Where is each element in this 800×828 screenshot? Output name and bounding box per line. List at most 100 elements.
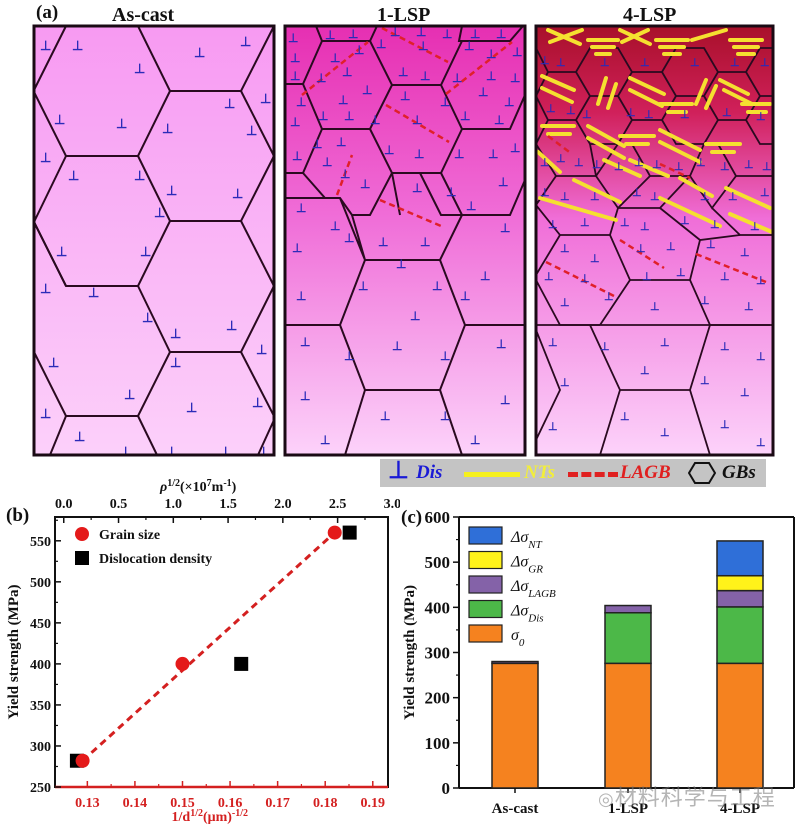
svg-text:⊥: ⊥ — [696, 157, 706, 169]
one-lsp-panel: ⊥ ⊥ ⊥ ⊥ ⊥ ⊥ ⊥ ⊥ ⊥ ⊥ ⊥ ⊥ ⊥ ⊥ ⊥ ⊥ ⊥ ⊥ ⊥ ⊥ ⊥ ⊥ ⊥ ⊥ ⊥ ⊥ ⊥ ⊥ ⊥ ⊥ ⊥ ⊥ ⊥ ⊥ ⊥ ⊥… — [283, 24, 527, 457]
svg-text:⊥: ⊥ — [486, 47, 496, 61]
svg-text:⊥: ⊥ — [330, 51, 340, 65]
x2-tick-label: 1.0 — [165, 497, 183, 512]
svg-text:⊥: ⊥ — [756, 351, 766, 363]
as-cast-frame — [32, 24, 276, 457]
svg-text:⊥: ⊥ — [460, 109, 470, 123]
svg-text:⊥: ⊥ — [560, 377, 570, 389]
watermark-text: 材料科学与工程 — [614, 786, 776, 811]
svg-text:⊥: ⊥ — [354, 43, 364, 57]
svg-text:⊥: ⊥ — [650, 301, 660, 313]
x-axis-label: 1/d1/2(μm)-1/2 — [172, 808, 249, 826]
x-tick-label: 0.13 — [75, 796, 100, 811]
svg-text:⊥: ⊥ — [316, 71, 326, 85]
svg-text:⊥: ⊥ — [700, 375, 710, 387]
svg-text:⊥: ⊥ — [510, 141, 520, 155]
svg-text:⊥: ⊥ — [416, 25, 426, 39]
svg-text:⊥: ⊥ — [440, 95, 450, 109]
svg-text:⊥: ⊥ — [340, 167, 350, 181]
svg-text:⊥: ⊥ — [540, 157, 550, 169]
svg-text:⊥: ⊥ — [390, 25, 400, 39]
x-tick-label: 0.15 — [170, 796, 195, 811]
as-cast-dislocations: ⊥ ⊥ ⊥⊥ ⊥⊥ ⊥⊥ ⊥ ⊥ ⊥⊥ ⊥ ⊥⊥ ⊥ ⊥⊥ ⊥⊥ ⊥⊥⊥⊥ ⊥⊥ ⊥⊥ ⊥ ⊥⊥⊥ … — [40, 34, 271, 459]
svg-text:⊥: ⊥ — [494, 113, 504, 127]
svg-text:⊥: ⊥ — [342, 65, 352, 79]
svg-text:⊥: ⊥ — [116, 116, 127, 131]
legend-swatch — [468, 526, 503, 545]
y-tick-label: 300 — [30, 740, 51, 755]
svg-text:⊥: ⊥ — [504, 95, 514, 109]
one-lsp-title: 1-LSP — [377, 4, 431, 26]
svg-text:⊥: ⊥ — [700, 295, 710, 307]
svg-text:⊥: ⊥ — [556, 153, 566, 165]
svg-text:⊥: ⊥ — [40, 38, 51, 53]
svg-text:⊥: ⊥ — [510, 71, 520, 85]
svg-text:⊥: ⊥ — [246, 123, 257, 138]
svg-text:⊥: ⊥ — [410, 309, 420, 323]
svg-text:⊥: ⊥ — [560, 191, 570, 203]
bar-segment-dis — [716, 606, 764, 665]
svg-text:⊥: ⊥ — [710, 219, 720, 231]
svg-text:⊥: ⊥ — [720, 341, 730, 353]
svg-text:⊥: ⊥ — [500, 221, 510, 235]
svg-text:⊥: ⊥ — [300, 335, 310, 349]
svg-text:⊥: ⊥ — [166, 444, 177, 459]
svg-text:⊥: ⊥ — [756, 437, 766, 449]
y-tick-label: 600 — [425, 508, 451, 527]
svg-text:⊥: ⊥ — [498, 175, 508, 189]
svg-text:⊥: ⊥ — [582, 109, 592, 121]
svg-text:⊥: ⊥ — [256, 342, 267, 357]
svg-text:⊥: ⊥ — [140, 244, 151, 259]
bar-segment-nt — [716, 540, 764, 577]
svg-text:⊥: ⊥ — [224, 96, 235, 111]
one-lsp-frame — [283, 24, 527, 457]
bar-segment-0 — [716, 662, 764, 789]
svg-text:⊥: ⊥ — [690, 57, 700, 69]
svg-text:⊥: ⊥ — [640, 57, 650, 69]
svg-text:⊥: ⊥ — [590, 253, 600, 265]
svg-text:⊥: ⊥ — [290, 51, 300, 65]
schematic-legend: ⊥ Dis NTs LAGB GBs — [380, 458, 766, 487]
svg-text:⊥: ⊥ — [548, 337, 558, 349]
y-tick-label: 500 — [425, 553, 451, 572]
svg-text:⊥: ⊥ — [496, 337, 506, 351]
svg-text:⊥: ⊥ — [600, 341, 610, 353]
four-lsp-lagb-lines — [545, 135, 767, 298]
x-tick-label: 1-LSP — [608, 801, 648, 817]
svg-text:⊥: ⊥ — [600, 57, 610, 69]
four-lsp-dislocations: ⊥ ⊥ ⊥ ⊥ ⊥ ⊥ ⊥ ⊥ ⊥ ⊥ ⊥ ⊥ ⊥ ⊥ ⊥ ⊥ ⊥ ⊥ ⊥ ⊥ ⊥ ⊥ ⊥ ⊥ ⊥ ⊥ ⊥ ⊥ ⊥ ⊥ ⊥ ⊥ ⊥ ⊥ ⊥ ⊥… — [540, 55, 772, 449]
svg-text:⊥: ⊥ — [312, 137, 322, 151]
svg-text:⊥: ⊥ — [544, 271, 554, 283]
y-tick-label: 400 — [30, 658, 51, 673]
svg-text:⊥: ⊥ — [124, 387, 135, 402]
svg-text:⊥: ⊥ — [318, 109, 328, 123]
svg-text:⊥: ⊥ — [440, 349, 450, 363]
svg-text:⊥: ⊥ — [706, 239, 716, 251]
svg-text:⊥: ⊥ — [626, 107, 636, 119]
svg-text:⊥: ⊥ — [142, 310, 153, 325]
x2-tick-label: 1.5 — [219, 497, 237, 512]
x-tick-label: 0.19 — [361, 796, 386, 811]
as-cast-panel: ⊥ ⊥ ⊥⊥ ⊥⊥ ⊥⊥ ⊥ ⊥ ⊥⊥ ⊥ ⊥⊥ ⊥ ⊥⊥ ⊥⊥ ⊥⊥⊥⊥ ⊥⊥ ⊥⊥ ⊥ ⊥⊥⊥ … — [32, 24, 276, 459]
y-tick-label: 350 — [30, 699, 51, 714]
four-lsp-nanotwins — [536, 28, 773, 234]
svg-text:⊥: ⊥ — [592, 159, 602, 171]
svg-text:⊥: ⊥ — [134, 168, 145, 183]
svg-text:⊥: ⊥ — [446, 185, 456, 199]
svg-text:⊥: ⊥ — [338, 93, 348, 107]
svg-text:⊥: ⊥ — [464, 39, 474, 53]
svg-text:⊥: ⊥ — [400, 89, 410, 103]
svg-text:⊥: ⊥ — [322, 155, 332, 169]
svg-text:⊥: ⊥ — [636, 243, 646, 255]
svg-text:⊥: ⊥ — [560, 297, 570, 309]
svg-text:⊥: ⊥ — [358, 279, 368, 293]
bar-segment-lagb — [716, 589, 764, 608]
svg-text:⊥: ⊥ — [290, 69, 300, 83]
svg-text:⊥: ⊥ — [54, 112, 65, 127]
svg-text:⊥: ⊥ — [432, 279, 442, 293]
svg-text:⊥: ⊥ — [154, 205, 165, 220]
four-lsp-title: 4-LSP — [623, 4, 677, 26]
bar-segment-0 — [491, 662, 539, 789]
svg-text:⊥: ⊥ — [258, 444, 269, 459]
svg-text:⊥: ⊥ — [478, 85, 488, 99]
